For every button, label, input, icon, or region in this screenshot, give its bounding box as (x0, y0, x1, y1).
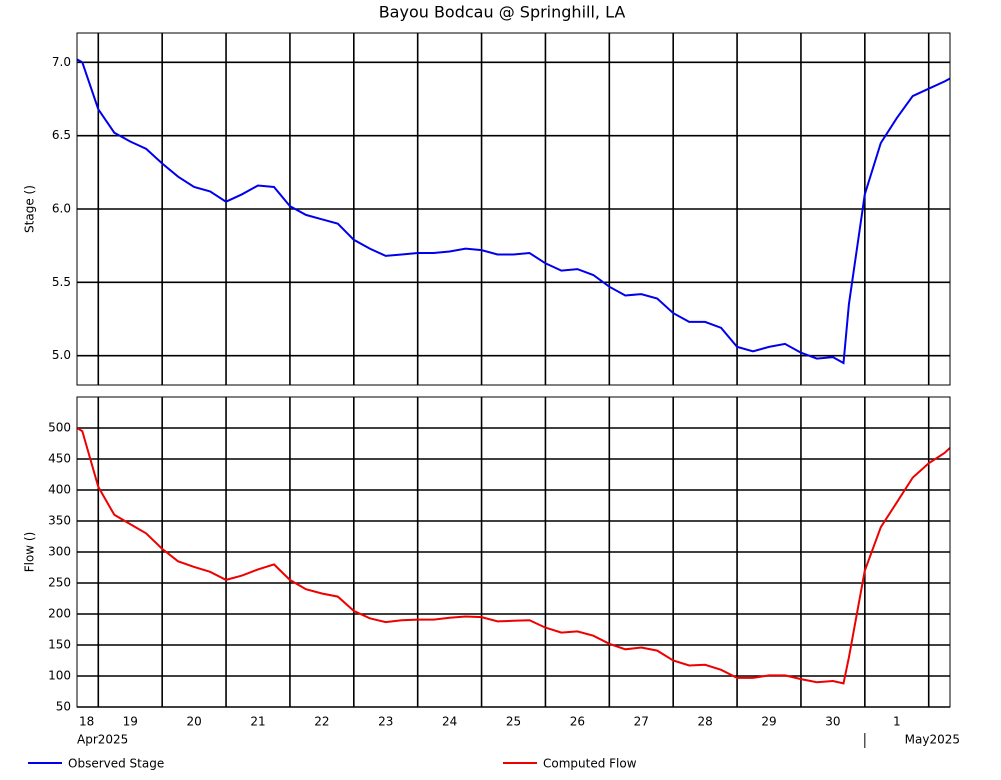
y-axis-label: Stage () (23, 185, 37, 233)
y-tick-label: 7.0 (52, 55, 71, 69)
data-line (76, 427, 951, 685)
y-tick-label: 450 (48, 452, 71, 466)
y-tick-label: 5.5 (52, 275, 71, 289)
x-tick-label: 23 (378, 715, 393, 729)
y-tick-label: 6.5 (52, 128, 71, 142)
x-tick-label: 26 (570, 715, 585, 729)
legend-label: Observed Stage (68, 757, 164, 771)
x-tick-label: 1 (893, 715, 901, 729)
x-tick-label: 28 (697, 715, 712, 729)
y-tick-label: 300 (48, 545, 71, 559)
x-tick-label: 25 (506, 715, 521, 729)
plot-frame (76, 32, 951, 386)
data-line (76, 58, 951, 365)
x-tick-label: 30 (825, 715, 840, 729)
x-tick-label: 20 (186, 715, 201, 729)
y-tick-label: 350 (48, 514, 71, 528)
y-tick-label: 200 (48, 607, 71, 621)
y-axis-label: Flow () (23, 532, 37, 573)
x-tick-label: 18 (79, 715, 94, 729)
y-tick-label: 500 (48, 421, 71, 435)
x-tick-label: 27 (634, 715, 649, 729)
x-tick-label: 22 (314, 715, 329, 729)
chart-title: Bayou Bodcau @ Springhill, LA (379, 3, 626, 22)
plot-frame (76, 396, 951, 708)
y-tick-label: 150 (48, 638, 71, 652)
y-tick-label: 5.0 (52, 348, 71, 362)
y-tick-label: 250 (48, 576, 71, 590)
y-tick-label: 6.0 (52, 202, 71, 216)
x-tick-label: 21 (250, 715, 265, 729)
y-tick-label: 50 (56, 700, 71, 714)
month-label: May2025 (905, 733, 960, 747)
x-tick-label: 19 (123, 715, 138, 729)
month-label: Apr2025 (77, 733, 128, 747)
x-tick-label: 29 (761, 715, 776, 729)
legend-label: Computed Flow (543, 757, 637, 771)
x-tick-label: 24 (442, 715, 457, 729)
y-tick-label: 100 (48, 669, 71, 683)
y-tick-label: 400 (48, 483, 71, 497)
